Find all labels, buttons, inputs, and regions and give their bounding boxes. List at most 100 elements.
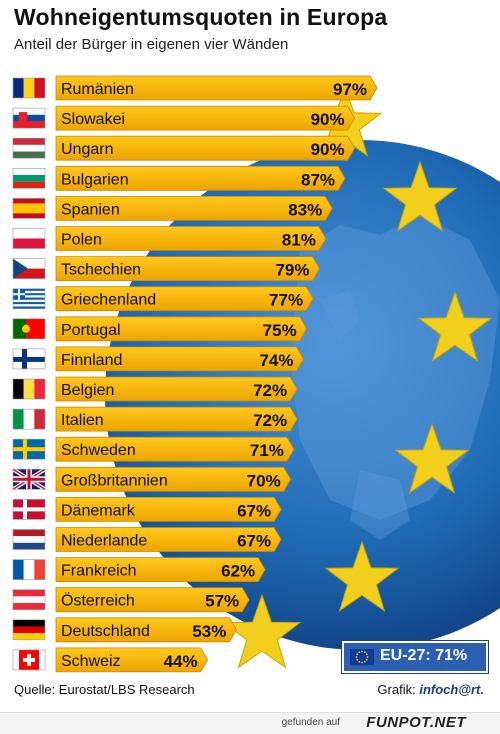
credit-note: Grafik: infoch@rt. — [377, 682, 484, 697]
flag-icon-gr — [12, 288, 46, 310]
globe-landmass-1 — [320, 290, 360, 340]
flag-icon-dk — [12, 499, 46, 520]
bar-value-7: 77% — [269, 291, 303, 310]
eu-flag-icon — [350, 649, 374, 665]
flag-icon-fr — [12, 559, 46, 580]
bar-value-16: 62% — [221, 562, 255, 581]
bar-row-15: Niederlande 67% — [12, 527, 282, 552]
footer-site-logo[interactable]: FUNPOT.NET — [366, 714, 466, 731]
bar-row-2: Ungarn 90% — [12, 135, 356, 161]
bar-1 — [55, 105, 356, 131]
bar-2 — [55, 135, 356, 161]
bar-value-9: 74% — [259, 351, 293, 370]
bar-7 — [55, 286, 314, 312]
bar-label-17: Österreich — [61, 592, 135, 610]
eu-star-4 — [324, 540, 400, 612]
bar-label-9: Finnland — [61, 352, 122, 369]
flag-icon-se — [12, 438, 46, 460]
bar-row-3: Bulgarien 87% — [12, 165, 346, 191]
bar-row-16: Frankreich 62% — [12, 557, 266, 582]
bar-12 — [55, 436, 295, 462]
bar-row-5: Polen 81% — [12, 226, 327, 251]
bar-9 — [55, 346, 304, 372]
footer-found-text: gefunden auf — [281, 717, 340, 728]
bar-label-5: Polen — [61, 232, 102, 249]
bar-18 — [55, 617, 237, 643]
flag-icon-it — [12, 408, 46, 430]
bar-value-12: 71% — [250, 441, 284, 460]
credit-prefix: Grafik: — [377, 682, 420, 697]
chart-title: Wohneigentumsquoten in Europa — [14, 4, 388, 30]
flag-icon-pl — [12, 228, 46, 249]
flag-icon-gb — [11, 467, 47, 491]
bar-row-4: Spanien 83% — [12, 196, 333, 221]
bar-value-0: 97% — [333, 80, 367, 99]
eu-star-3 — [394, 422, 470, 494]
bar-label-2: Ungarn — [61, 141, 113, 158]
bars: Rumänien 97% Slowakei 90% Ungarn 90% Bulgarien… — [11, 75, 378, 673]
bar-value-14: 67% — [237, 501, 271, 520]
bar-row-1: Slowakei 90% — [12, 105, 356, 131]
bar-row-14: Dänemark 67% — [12, 497, 282, 522]
bar-label-15: Niederlande — [61, 533, 147, 550]
bar-row-0: Rumänien 97% — [12, 75, 378, 101]
flag-icon-cz — [12, 258, 46, 279]
eu-average-label: EU-27: 71% — [380, 647, 468, 664]
bar-14 — [55, 497, 282, 522]
bar-value-3: 87% — [301, 170, 335, 189]
bar-0 — [55, 75, 378, 101]
bar-value-13: 70% — [247, 471, 281, 490]
flag-icon-hu — [12, 137, 46, 159]
site-footer: gefunden auf FUNPOT.NET — [0, 712, 500, 734]
flag-icon-be — [12, 378, 46, 400]
flag-icon-at — [12, 589, 46, 611]
bar-label-6: Tschechien — [61, 262, 141, 279]
bar-value-2: 90% — [311, 140, 345, 159]
bar-row-19: Schweiz 44% — [12, 647, 209, 673]
flag-icon-fi — [12, 348, 46, 370]
bar-label-3: Bulgarien — [61, 171, 129, 188]
bar-value-19: 44% — [164, 652, 198, 671]
bar-label-1: Slowakei — [61, 111, 125, 128]
eu-star-1 — [382, 160, 458, 232]
bar-5 — [55, 226, 327, 251]
globe-landmass-2 — [350, 470, 410, 540]
bar-label-19: Schweiz — [61, 653, 121, 670]
bar-row-6: Tschechien 79% — [12, 256, 320, 281]
bar-8 — [55, 316, 308, 342]
bar-value-18: 53% — [192, 622, 226, 641]
bar-value-6: 79% — [275, 261, 309, 280]
bar-label-4: Spanien — [61, 201, 120, 218]
bar-label-14: Dänemark — [61, 502, 136, 519]
bar-value-10: 72% — [253, 381, 287, 400]
bar-row-8: Portugal 75% — [12, 316, 308, 342]
bar-value-8: 75% — [263, 321, 297, 340]
bar-label-12: Schweden — [61, 442, 136, 459]
bar-row-12: Schweden 71% — [12, 436, 295, 462]
flag-icon-es — [12, 198, 46, 219]
bar-label-8: Portugal — [61, 322, 121, 339]
source-note: Quelle: Eurostat/LBS Research — [14, 682, 195, 697]
bar-row-18: Deutschland 53% — [12, 617, 237, 643]
credit-brand: infoch@rt. — [419, 682, 484, 697]
bar-label-0: Rumänien — [61, 81, 134, 98]
bar-label-16: Frankreich — [61, 563, 137, 580]
flag-icon-bg — [12, 168, 46, 189]
bar-value-4: 83% — [288, 200, 322, 219]
bar-value-5: 81% — [282, 231, 316, 250]
bar-value-15: 67% — [237, 532, 271, 551]
bar-13 — [55, 466, 292, 492]
chart-subtitle: Anteil der Bürger in eigenen vier Wänden — [14, 36, 289, 53]
bar-row-13: Großbritannien 70% — [11, 466, 292, 492]
bar-value-1: 90% — [311, 110, 345, 129]
eu-star-5 — [222, 593, 302, 669]
bar-10 — [55, 376, 298, 402]
flag-icon-pt — [12, 318, 46, 340]
bar-row-17: Österreich 57% — [12, 587, 250, 613]
bar-4 — [55, 196, 333, 221]
globe-landmass-0 — [290, 215, 500, 520]
bar-label-18: Deutschland — [61, 623, 150, 640]
bar-label-10: Belgien — [61, 382, 114, 399]
